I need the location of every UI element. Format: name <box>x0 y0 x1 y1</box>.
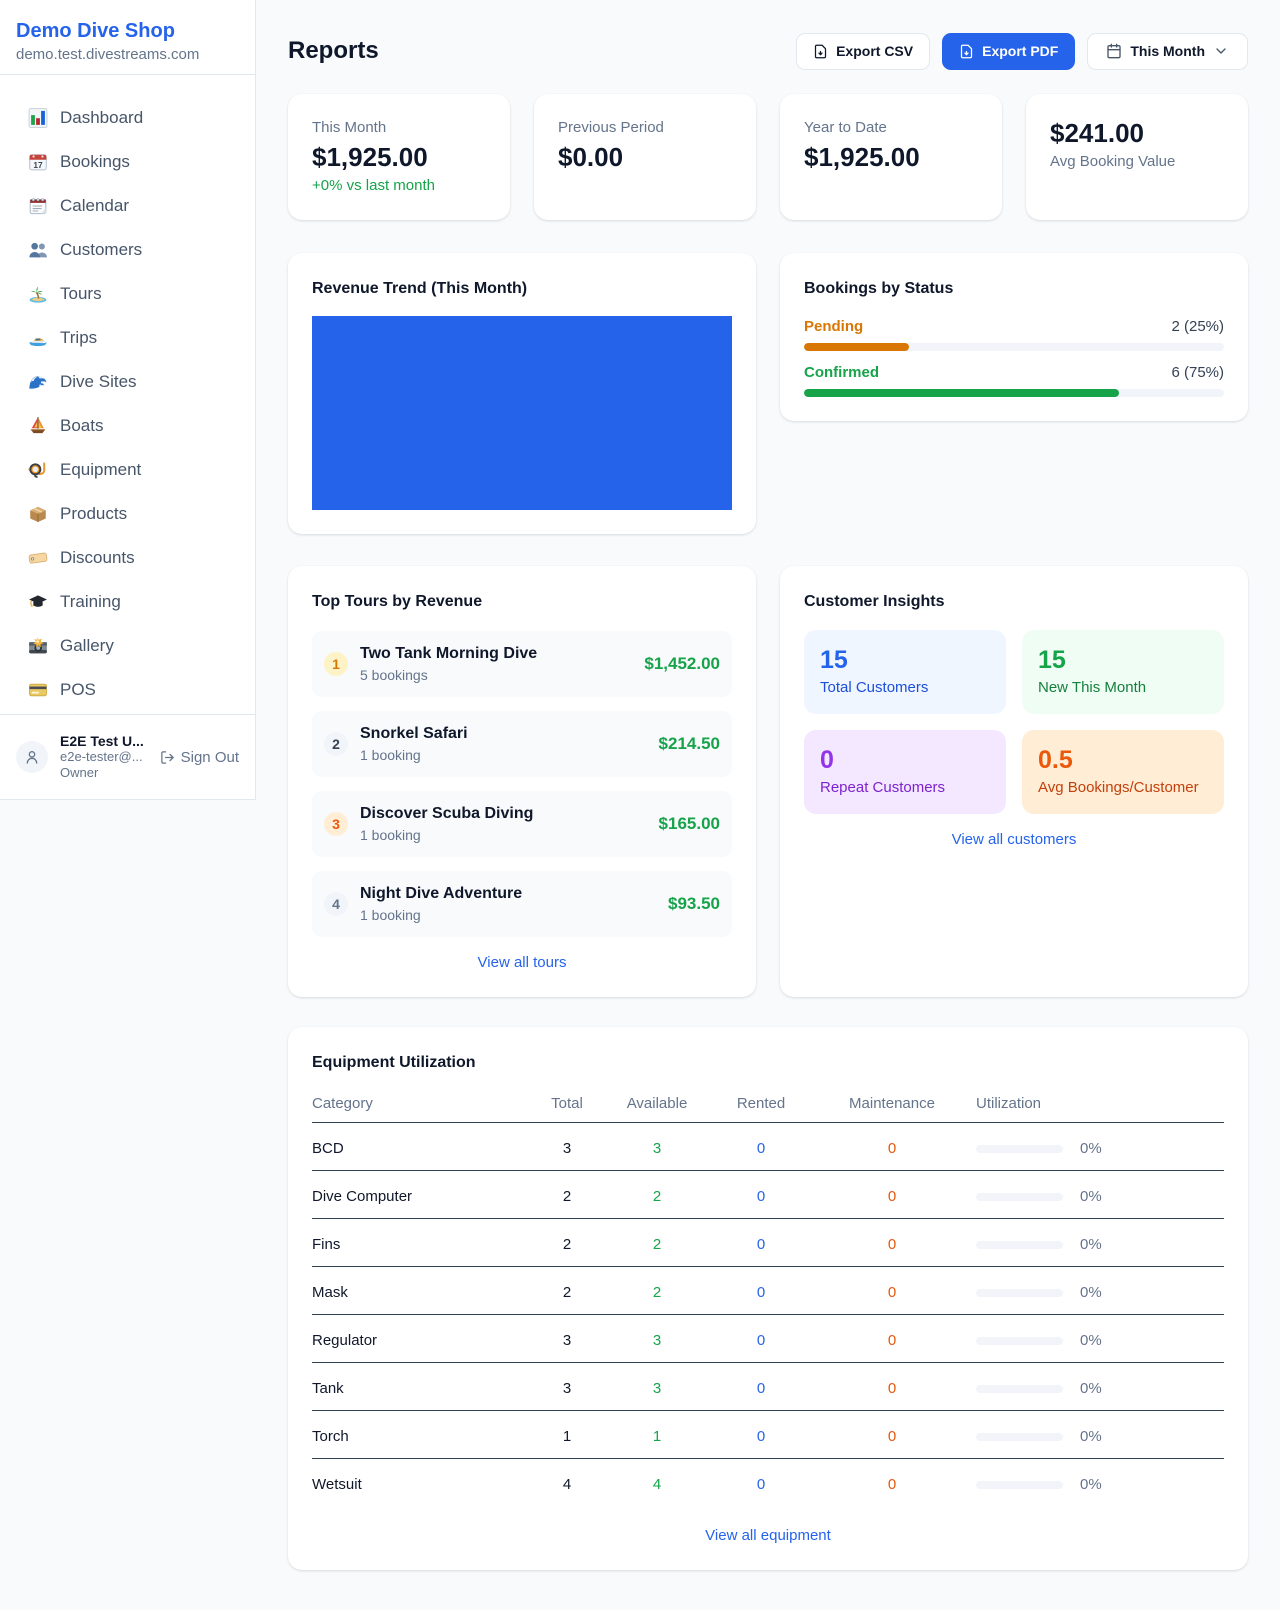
svg-text:17: 17 <box>33 160 43 170</box>
